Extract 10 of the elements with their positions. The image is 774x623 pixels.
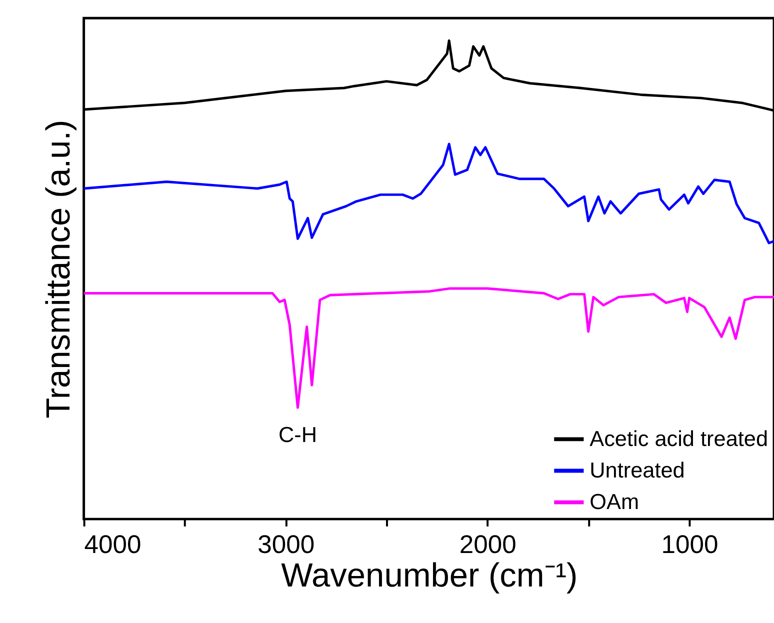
annotation: C-H [278,422,318,448]
legend-label: Untreated [590,458,685,483]
y-axis-title: Transmittance (a.u.) [40,120,78,418]
legend-label: OAm [590,489,640,514]
legend-label: Acetic acid treated [590,426,768,452]
x-tick-label: 1000 [661,531,718,560]
x-axis-title: Wavenumber (cm⁻¹) [281,558,578,595]
x-tick-label: 2000 [459,531,516,560]
x-tick-label: 4000 [84,531,142,560]
x-tick-label: 3000 [258,531,315,560]
